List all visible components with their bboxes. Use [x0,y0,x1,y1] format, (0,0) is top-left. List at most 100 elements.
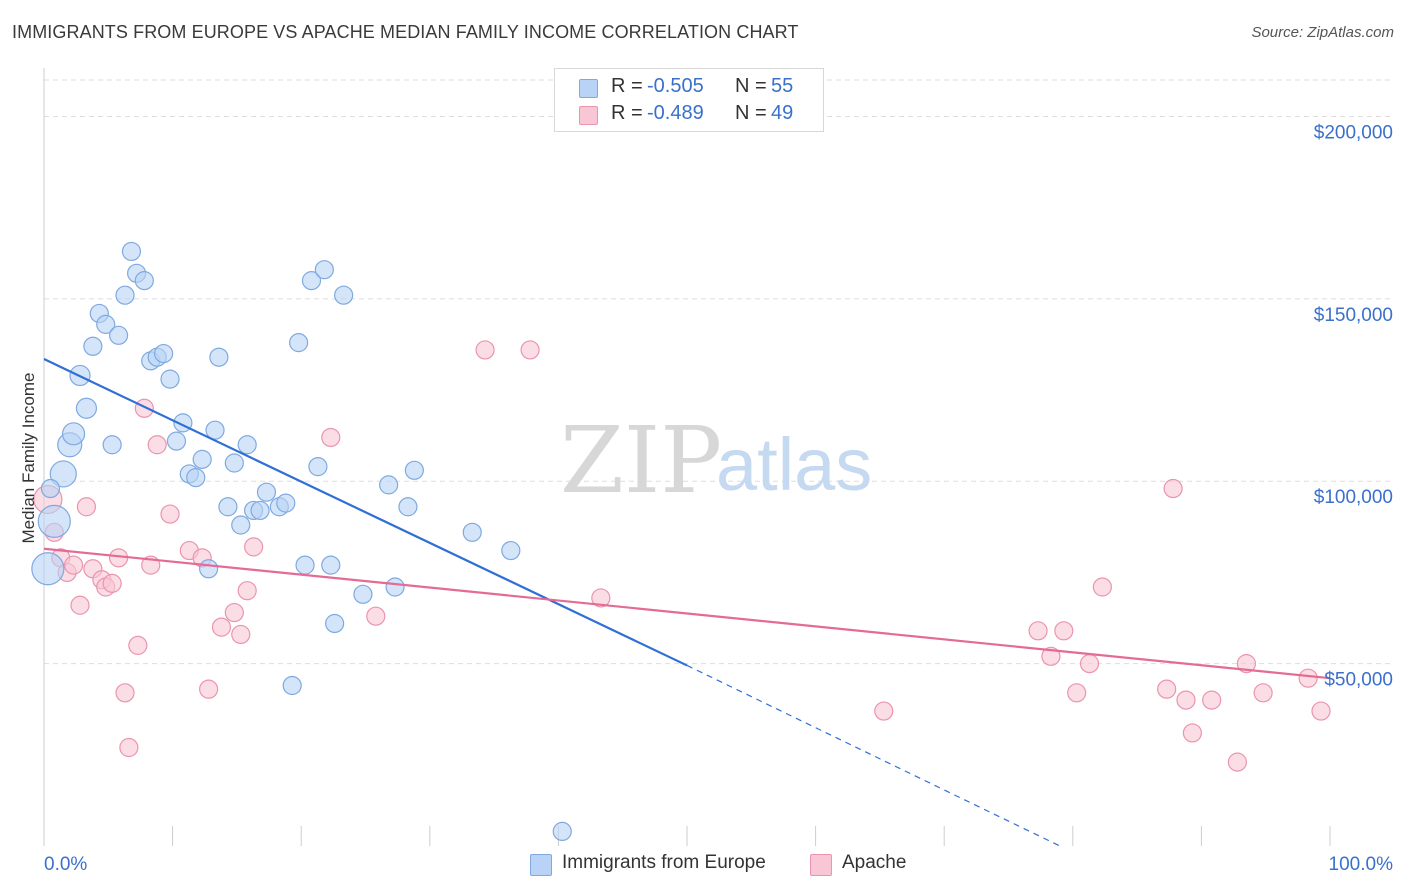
europe-point [295,555,315,575]
europe-point [237,435,257,455]
europe-point [462,522,482,542]
europe-point [199,559,219,579]
apache-point [591,588,611,608]
europe-point [325,613,345,634]
apache-trend-line [43,547,1331,680]
legend-n-label: N = [735,75,767,97]
apache-point [119,737,139,758]
watermark-atlas: atlas [716,423,872,506]
y-tick-label: $200,000 [1314,122,1393,143]
x-tick-label: 100.0% [1329,854,1394,875]
apache-point [366,606,386,626]
apache-point [475,340,495,360]
apache-point [115,683,135,703]
europe-point [192,449,212,469]
europe-point [224,453,244,473]
europe-point [218,497,238,517]
trend-lines [43,358,1331,847]
legend-r-value: -0.505 [647,75,704,97]
apache-point [1236,654,1257,674]
europe-trend-line [43,358,688,667]
europe-point [160,369,180,389]
apache-point [1092,577,1112,597]
apache-point [1067,683,1087,703]
europe-point [108,325,129,345]
europe-point [75,397,98,419]
europe-point [353,584,373,604]
europe-point [153,343,174,364]
legend-r-label: R = [611,102,643,124]
europe-point [115,285,135,305]
legend-n-value: 55 [771,75,794,97]
europe-point [209,347,229,367]
europe-point [256,482,277,502]
correlation-legend: R = -0.505 N = 55 R = -0.489 N = 49 [554,68,824,132]
europe-point [61,422,86,446]
europe-swatch [579,79,598,98]
apache-point [134,398,154,418]
europe-point [289,333,309,353]
apache-point [76,497,97,517]
source-label: Source: ZipAtlas.com [1251,24,1394,41]
apache-point [211,617,232,637]
bottom-legend-label: Apache [842,852,907,873]
apache-point [147,435,167,455]
apache-point [520,340,540,360]
apache-point [237,581,257,601]
europe-point [308,457,328,477]
apache-point [1176,690,1196,710]
europe-point [301,271,322,291]
apache-point [70,595,90,615]
europe-point [250,500,270,521]
apache-point [874,701,894,721]
europe-point [404,460,424,480]
apache-point [244,537,264,557]
europe-point [398,497,418,517]
apache-point [63,555,84,575]
europe-point [205,420,225,440]
europe-point [186,467,206,488]
apache-point [1227,752,1248,772]
y-tick-label: $50,000 [1324,670,1393,691]
europe-point [314,260,334,280]
europe-point [282,675,302,696]
apache-swatch [810,854,832,876]
europe-point [96,314,116,334]
y-tick-label: $100,000 [1314,487,1393,508]
apache-point [160,504,180,524]
apache-point [1041,646,1061,666]
europe-point [83,336,103,356]
europe-point [31,552,65,586]
europe-point [276,493,296,513]
apache-swatch [579,106,598,125]
apache-point [1054,621,1074,641]
apache-point [128,635,148,655]
europe-points [31,241,572,842]
bottom-legend-label: Immigrants from Europe [562,852,766,873]
apache-point [1298,668,1318,688]
legend-r-label: R = [611,75,643,97]
apache-point [1311,701,1331,721]
legend-n-label: N = [735,102,767,124]
apache-points [33,340,1331,772]
apache-point [1028,621,1048,641]
y-axis-label: Median Family Income [19,372,38,543]
apache-point [1079,654,1100,674]
europe-point [102,435,122,455]
apache-point [1157,679,1177,699]
europe-point [37,504,71,538]
grid-lines [44,79,1394,665]
apache-point [199,679,219,699]
apache-point [321,427,341,448]
legend-n-value: 49 [771,102,794,124]
europe-point [40,478,61,499]
apache-point [224,602,244,623]
apache-point [1253,683,1273,703]
chart-title: IMMIGRANTS FROM EUROPE VS APACHE MEDIAN … [12,22,799,42]
apache-point [231,624,251,645]
europe-point [552,821,572,842]
apache-point [1163,478,1183,499]
watermark-zip: ZIP [560,407,722,514]
europe-swatch [530,854,552,876]
